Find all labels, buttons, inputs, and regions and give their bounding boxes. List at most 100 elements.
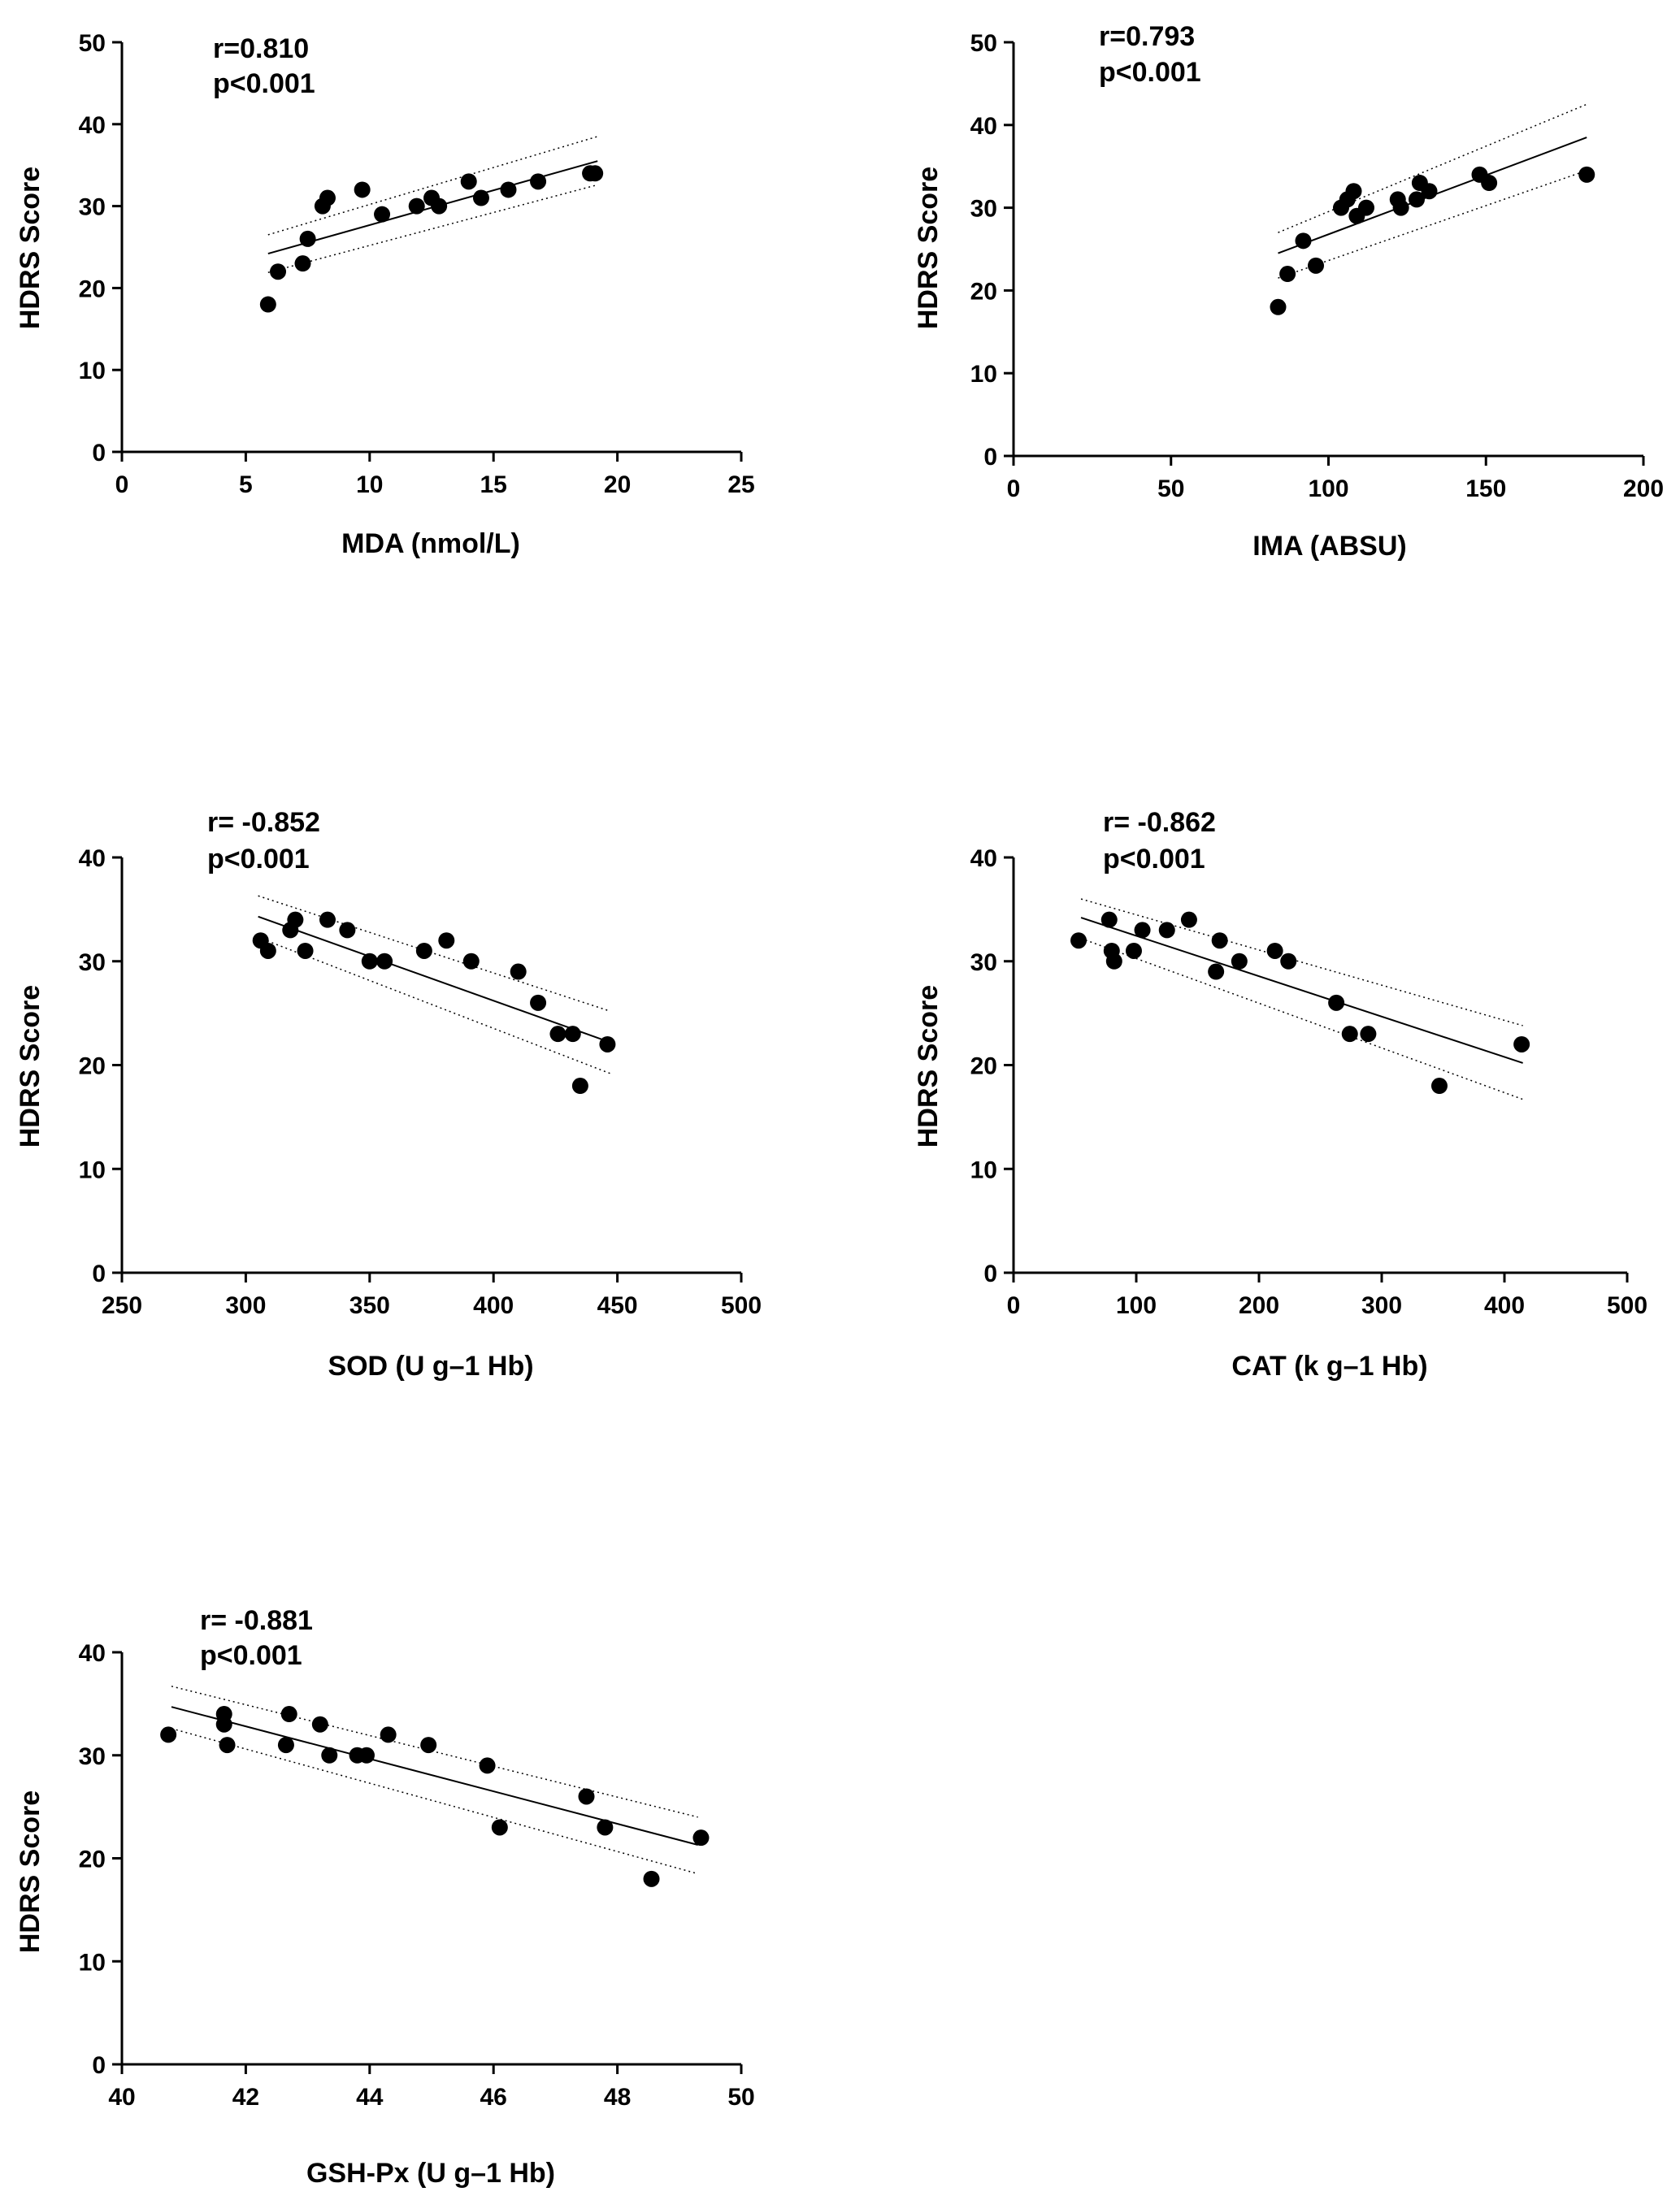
x-tick-label-cat-0: 0 [1007,1292,1021,1319]
data-point-ima-0 [1270,298,1287,315]
x-tick-label-sod-3: 400 [473,1292,514,1319]
x-tick-label-mda-3: 15 [480,471,507,498]
y-tick-label-mda-2: 20 [79,276,106,302]
data-point-cat-15 [1360,1026,1377,1043]
data-point-gsh-13 [491,1819,508,1836]
x-tick-label-ima-2: 100 [1308,475,1348,502]
data-point-mda-3 [299,230,316,247]
data-point-mda-7 [374,206,391,223]
panel-sod: 250 300 350 400 450 500 0 10 20 30 40 r= -0.852 p<… [15,807,762,1382]
data-point-mda-12 [472,189,489,206]
x-tick-label-gsh-0: 40 [108,2084,135,2111]
regression-line-cat [1080,917,1523,1064]
y-tick-label-ima-4: 40 [970,113,997,140]
data-point-mda-0 [259,296,276,313]
y-tick-label-cat-1: 10 [970,1157,997,1183]
data-point-ima-11 [1409,191,1425,208]
data-point-sod-10 [438,932,455,949]
x-tick-label-cat-5: 500 [1607,1292,1647,1319]
ci-lower-line-ima [1278,170,1587,279]
x-tick-label-sod-1: 300 [225,1292,266,1319]
x-axis-title-mda: MDA (nmol/L) [341,528,520,559]
y-tick-label-gsh-2: 20 [79,1847,106,1873]
x-tick-label-ima-0: 0 [1007,475,1021,502]
data-point-ima-6 [1345,183,1362,200]
data-point-gsh-15 [597,1819,614,1836]
data-point-cat-1 [1100,911,1118,928]
panel-mda: 0 5 10 15 20 25 0 10 20 30 40 50 r=0.810 p<0.001 MD… [15,30,755,559]
data-point-gsh-6 [311,1716,328,1733]
data-point-cat-10 [1231,953,1248,970]
regression-line-sod [258,915,610,1044]
y-tick-label-mda-3: 30 [79,194,106,221]
data-point-sod-11 [462,953,480,970]
x-tick-label-mda-2: 10 [356,471,383,498]
data-point-mda-14 [530,173,547,190]
x-axis-title-ima: IMA (ABSU) [1252,531,1407,562]
x-tick-label-gsh-1: 42 [232,2084,259,2111]
data-point-ima-13 [1421,183,1438,200]
y-tick-label-gsh-1: 10 [79,1949,106,1976]
panel-cat: 0 100 200 300 400 500 0 10 20 30 40 r= -0.862 p<0.… [913,807,1647,1382]
y-tick-label-ima-5: 50 [970,30,997,57]
data-point-cat-11 [1266,942,1283,959]
data-point-sod-6 [339,922,356,939]
annotation-p-sod: p<0.001 [207,844,310,874]
data-point-cat-17 [1513,1035,1530,1052]
data-point-sod-7 [361,953,378,970]
y-tick-label-cat-3: 30 [970,949,997,976]
y-axis-title-gsh: HDRS Score [15,1790,46,1953]
annotation-r-sod: r= -0.852 [207,807,320,838]
y-axis-title-sod: HDRS Score [15,985,46,1148]
data-point-gsh-11 [420,1737,437,1754]
data-point-mda-8 [408,197,425,215]
data-point-gsh-0 [160,1726,177,1743]
x-tick-label-mda-0: 0 [115,471,129,498]
y-tick-label-sod-1: 10 [79,1157,106,1183]
y-tick-label-mda-4: 40 [79,112,106,139]
data-point-mda-6 [354,181,371,198]
y-axis-title-cat: HDRS Score [913,985,944,1148]
y-axis-title-mda: HDRS Score [15,167,46,329]
data-point-cat-16 [1430,1078,1448,1095]
data-point-ima-8 [1358,199,1374,216]
annotation-p-mda: p<0.001 [213,68,315,99]
data-point-cat-0 [1070,932,1087,949]
data-point-cat-14 [1341,1026,1358,1043]
x-tick-label-cat-1: 100 [1116,1292,1157,1319]
plot-area-ima: 0 50 100 150 200 0 10 20 30 40 50 [970,30,1664,502]
ci-upper-line-mda [267,136,598,236]
y-tick-label-gsh-3: 30 [79,1743,106,1770]
y-tick-label-sod-2: 20 [79,1053,106,1080]
y-tick-label-ima-3: 30 [970,196,997,223]
x-tick-label-sod-5: 500 [721,1292,762,1319]
y-tick-label-ima-2: 20 [970,278,997,305]
data-point-ima-16 [1578,166,1595,183]
data-point-gsh-5 [280,1706,297,1723]
data-point-ima-2 [1295,232,1312,250]
x-tick-label-mda-5: 25 [727,471,754,498]
x-tick-label-sod-2: 350 [349,1292,390,1319]
data-point-cat-6 [1158,922,1175,939]
plot-area-mda: 0 5 10 15 20 25 0 10 20 30 40 50 [79,30,755,498]
x-tick-label-gsh-3: 46 [480,2084,507,2111]
annotation-p-cat: p<0.001 [1103,844,1205,874]
data-point-gsh-3 [219,1737,236,1754]
y-tick-label-cat-2: 20 [970,1053,997,1080]
data-point-mda-1 [270,263,287,280]
data-point-sod-12 [510,963,527,980]
data-point-cat-8 [1208,963,1225,980]
data-point-gsh-12 [479,1757,496,1774]
data-point-cat-13 [1328,994,1345,1011]
data-point-gsh-10 [380,1726,397,1743]
data-point-sod-13 [530,994,547,1011]
annotation-r-gsh: r= -0.881 [200,1605,313,1636]
data-point-cat-4 [1125,942,1142,959]
data-point-ima-1 [1279,266,1296,283]
data-point-cat-7 [1180,911,1197,928]
ci-lower-line-mda [267,184,598,273]
ci-upper-line-gsh [171,1686,698,1818]
y-tick-label-sod-4: 40 [79,845,106,872]
